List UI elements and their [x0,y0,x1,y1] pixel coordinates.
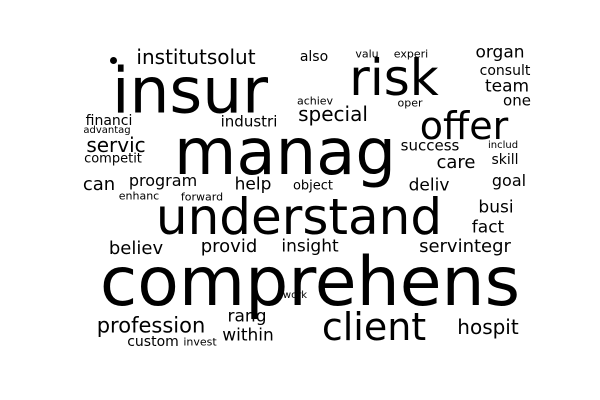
word-industri: industri [220,112,278,131]
word-also: also [299,49,329,65]
word-special: special [298,102,368,126]
word-rang: rang [227,306,267,327]
word-servic: servic [86,133,146,157]
word-skill: skill [491,152,519,168]
word-advantag: advantag [83,125,131,136]
word-deliv: deliv [408,175,450,196]
word-hospit: hospit [457,315,519,339]
bullet-dot [110,57,117,64]
word-risk: risk [349,49,439,107]
word-consult: consult [479,63,531,79]
word-comprehens: comprehens [99,243,521,322]
word-insight: insight [281,236,339,257]
word-believ: believ [108,238,164,259]
word-valu: valu [355,47,379,61]
word-servintegr: servintegr [419,236,511,257]
word-success: success [400,136,460,155]
word-organ: organ [475,42,525,63]
word-understand: understand [155,188,443,246]
word-institutsolut: institutsolut [136,45,256,69]
word-provid: provid [200,236,258,257]
word-oper: oper [397,96,423,110]
word-achiev: achiev [296,94,334,108]
word-team: team [484,76,530,97]
word-can: can [82,174,116,195]
word-competit: competit [84,151,142,167]
word-client: client [321,305,427,349]
word-custom: custom [127,334,179,350]
word-help: help [234,174,272,195]
word-fact: fact [471,217,505,238]
word-offer: offer [419,104,509,148]
word-forward: forward [180,190,224,204]
word-experi: experi [393,47,429,61]
word-insur: insur [111,54,269,128]
word-manag: manag [174,116,396,190]
word-work: work [282,290,308,301]
word-financi: financi [85,113,133,129]
word-program: program [128,171,198,190]
word-goal: goal [491,171,527,190]
word-care: care [436,152,476,173]
word-enhanc: enhanc [118,189,160,203]
word-within: within [222,325,274,346]
word-object: object [292,178,334,194]
word-busi: busi [478,197,514,218]
word-includ: includ [487,140,519,151]
word-one: one [503,91,531,110]
word-invest: invest [183,335,217,349]
word-profession: profession [96,313,206,338]
